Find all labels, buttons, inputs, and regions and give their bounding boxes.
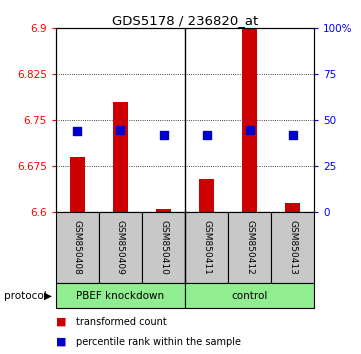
Bar [199,179,214,212]
Text: GSM850408: GSM850408 [73,220,82,275]
Text: percentile rank within the sample: percentile rank within the sample [76,337,241,347]
Text: GSM850412: GSM850412 [245,221,254,275]
Text: GSM850409: GSM850409 [116,220,125,275]
Bar [113,102,128,212]
Text: ▶: ▶ [44,291,52,301]
Bar [142,212,185,283]
Text: GSM850411: GSM850411 [202,220,211,275]
Bar [242,28,257,212]
Point [247,127,252,132]
Text: control: control [231,291,268,301]
Point [290,132,295,138]
Bar [99,212,142,283]
Text: PBEF knockdown: PBEF knockdown [77,291,165,301]
Point [75,129,81,134]
Point [118,127,123,132]
Bar [156,209,171,212]
Bar [185,283,314,308]
Title: GDS5178 / 236820_at: GDS5178 / 236820_at [112,14,258,27]
Text: ■: ■ [56,317,66,327]
Text: protocol: protocol [4,291,46,301]
Text: ■: ■ [56,337,66,347]
Point [161,132,166,138]
Bar [56,212,99,283]
Bar [228,212,271,283]
Bar [56,283,185,308]
Text: GSM850413: GSM850413 [288,220,297,275]
Point [204,132,209,138]
Text: transformed count: transformed count [76,317,166,327]
Bar [185,212,228,283]
Bar [70,157,85,212]
Bar [285,203,300,212]
Bar [271,212,314,283]
Text: GSM850410: GSM850410 [159,220,168,275]
